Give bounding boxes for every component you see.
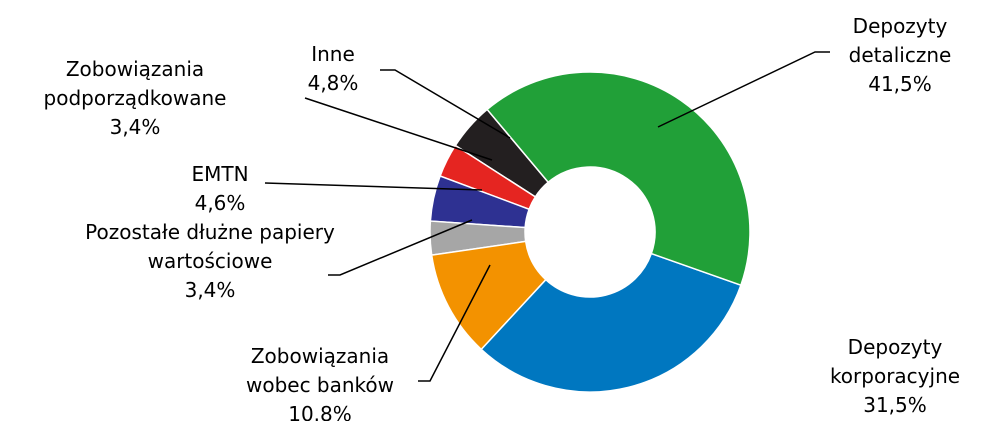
category-label: Zobowiązania podporządkowane [43, 57, 227, 110]
slice-label: Depozyty korporacyjne 31,5% [810, 333, 980, 420]
value-label: 31,5% [863, 393, 927, 417]
category-label: Pozostałe dłużne papiery wartościowe [85, 220, 335, 273]
slice-label: EMTN 4,6% [160, 160, 280, 218]
leader-line [657, 51, 830, 128]
slice-label: Pozostałe dłużne papiery wartościowe 3,4% [85, 218, 335, 305]
slice [429, 220, 527, 257]
leader-lines [264, 51, 830, 382]
value-label: 4,6% [194, 191, 246, 215]
value-label: 10.8% [288, 402, 352, 421]
slice-label: Depozyty detaliczne 41,5% [825, 12, 975, 99]
slice-label: Zobowiązania wobec banków 10.8% [225, 342, 415, 421]
slice [480, 252, 742, 393]
value-label: 3,4% [184, 278, 236, 302]
leader-line [304, 97, 493, 161]
category-label: Inne [311, 42, 355, 66]
category-label: EMTN [191, 162, 249, 186]
slice-label: Inne 4,8% [273, 40, 393, 98]
value-label: 4,8% [307, 71, 359, 95]
value-label: 41,5% [868, 72, 932, 96]
category-label: Depozyty detaliczne [848, 14, 952, 67]
leader-line [328, 219, 473, 276]
slice [439, 144, 537, 211]
slice [486, 71, 751, 287]
leader-line [264, 182, 483, 191]
leader-line [380, 69, 511, 139]
value-label: 3,4% [109, 115, 161, 139]
category-label: Depozyty korporacyjne [829, 335, 961, 388]
slice-label: Zobowiązania podporządkowane 3,4% [5, 55, 265, 142]
leader-line [418, 264, 491, 382]
category-label: Zobowiązania wobec banków [245, 344, 395, 397]
